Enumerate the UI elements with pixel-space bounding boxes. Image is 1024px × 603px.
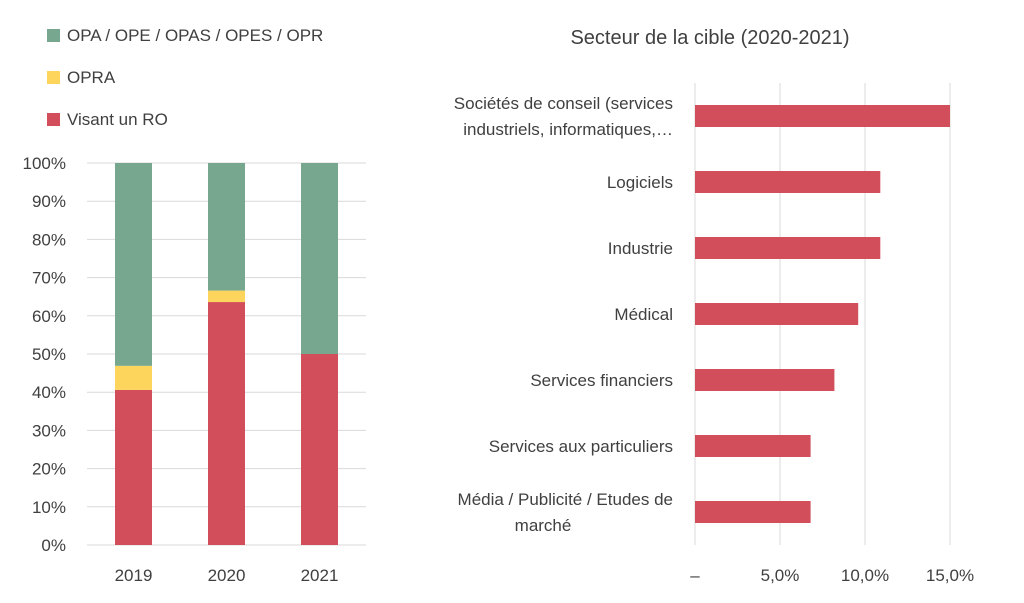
- x-tick-label: –: [690, 566, 700, 585]
- y-tick-label: 10%: [32, 498, 66, 517]
- bar-segment: [115, 163, 152, 366]
- y-tick-label: 50%: [32, 345, 66, 364]
- bars: [695, 105, 950, 523]
- bar: [695, 237, 881, 259]
- chart-title: Secteur de la cible (2020-2021): [570, 27, 849, 49]
- x-tick-label: 2020: [208, 566, 246, 585]
- bar: [695, 501, 811, 523]
- legend-label: OPRA: [67, 68, 116, 87]
- y-tick-label: 90%: [32, 192, 66, 211]
- y-tick-label: 80%: [32, 230, 66, 249]
- bar-segment: [208, 290, 245, 303]
- legend: OPA / OPE / OPAS / OPES / OPR OPRA Visant …: [47, 26, 323, 129]
- y-tick-label: 70%: [32, 269, 66, 288]
- y-tick-label: 30%: [32, 421, 66, 440]
- legend-label: OPA / OPE / OPAS / OPES / OPR: [67, 26, 323, 45]
- legend-swatch: [47, 71, 60, 84]
- x-axis-ticks: 2019 2020 2021: [115, 566, 339, 585]
- legend-label: Visant un RO: [67, 110, 168, 129]
- horizontal-bar-chart: Secteur de la cible (2020-2021) Sociétés…: [454, 27, 974, 585]
- category-label: Services aux particuliers: [489, 437, 673, 456]
- bar: [695, 369, 835, 391]
- x-tick-label: 15,0%: [926, 566, 974, 585]
- category-label: marché: [515, 516, 572, 535]
- x-tick-label: 5,0%: [761, 566, 800, 585]
- category-label: industriels, informatiques,…: [463, 120, 673, 139]
- stacked-bar-chart: OPA / OPE / OPAS / OPES / OPR OPRA Visant …: [23, 26, 366, 585]
- category-label: Médical: [614, 305, 673, 324]
- y-tick-label: 0%: [41, 536, 66, 555]
- bar: [695, 105, 950, 127]
- legend-swatch: [47, 113, 60, 126]
- bar: [695, 171, 881, 193]
- x-tick-label: 2019: [115, 566, 153, 585]
- bar-segment: [208, 163, 245, 291]
- legend-swatch: [47, 29, 60, 42]
- category-label: Sociétés de conseil (services: [454, 94, 673, 113]
- bar: [695, 303, 859, 325]
- bar-segment: [301, 354, 338, 545]
- bar-segment: [301, 163, 338, 354]
- x-axis-ticks: – 5,0% 10,0% 15,0%: [690, 566, 974, 585]
- category-label: Services financiers: [530, 371, 673, 390]
- bar-segment: [208, 302, 245, 545]
- x-tick-label: 10,0%: [841, 566, 889, 585]
- category-labels: Sociétés de conseil (services industriels…: [454, 94, 673, 535]
- y-tick-label: 40%: [32, 383, 66, 402]
- category-label: Logiciels: [607, 173, 673, 192]
- bars: [115, 163, 338, 545]
- category-label: Média / Publicité / Etudes de: [458, 490, 673, 509]
- y-tick-label: 20%: [32, 460, 66, 479]
- y-tick-label: 100%: [23, 154, 66, 173]
- bar-segment: [115, 365, 152, 390]
- bar: [695, 435, 811, 457]
- y-tick-label: 60%: [32, 307, 66, 326]
- y-axis-ticks: 0% 10% 20% 30% 40% 50% 60% 70% 80% 90% 100%: [23, 154, 66, 555]
- category-label: Industrie: [608, 239, 673, 258]
- bar-segment: [115, 389, 152, 545]
- x-tick-label: 2021: [301, 566, 339, 585]
